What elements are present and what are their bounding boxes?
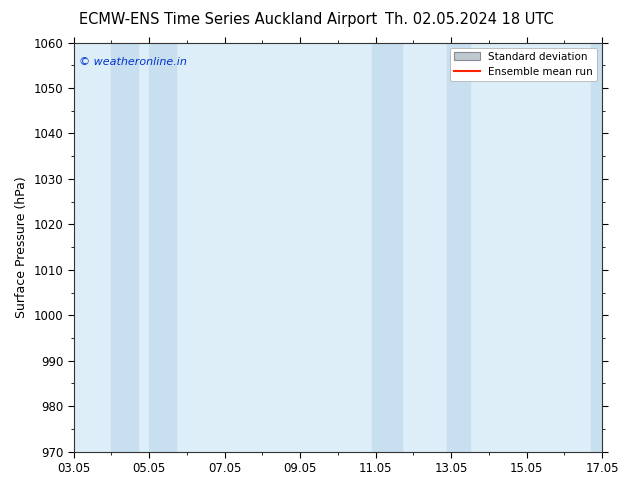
Legend: Standard deviation, Ensemble mean run: Standard deviation, Ensemble mean run [450,48,597,81]
Text: Th. 02.05.2024 18 UTC: Th. 02.05.2024 18 UTC [385,12,553,27]
Bar [149,43,176,452]
Bar [372,43,402,452]
Y-axis label: Surface Pressure (hPa): Surface Pressure (hPa) [15,176,28,318]
Text: ECMW-ENS Time Series Auckland Airport: ECMW-ENS Time Series Auckland Airport [79,12,377,27]
Text: © weatheronline.in: © weatheronline.in [79,57,187,67]
Bar [591,43,610,452]
Bar [448,43,470,452]
Bar [112,43,138,452]
